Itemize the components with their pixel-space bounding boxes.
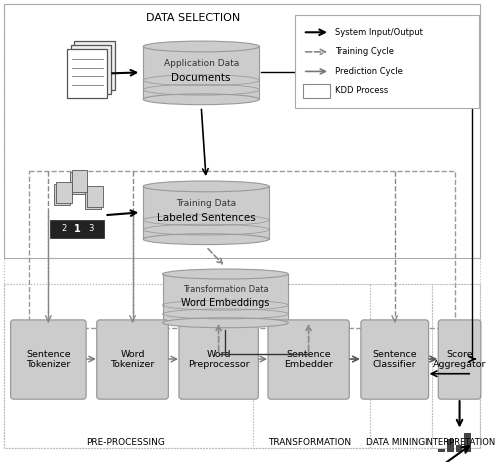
Text: 1: 1	[74, 224, 81, 234]
Text: Training Cycle: Training Cycle	[335, 47, 394, 56]
Text: TRANSFORMATION: TRANSFORMATION	[268, 438, 351, 447]
Text: Word
Tokenizer: Word Tokenizer	[110, 350, 154, 369]
Bar	[4, 284, 480, 448]
Bar	[143, 47, 260, 99]
Ellipse shape	[143, 181, 269, 192]
Bar	[87, 186, 102, 207]
FancyBboxPatch shape	[438, 320, 481, 399]
FancyBboxPatch shape	[10, 320, 86, 399]
Text: Application Data: Application Data	[164, 59, 239, 68]
Text: PRE-PROCESSING: PRE-PROCESSING	[86, 438, 165, 447]
Bar	[303, 84, 330, 98]
Bar	[4, 284, 254, 448]
Bar	[456, 445, 462, 462]
Text: Sentence
Classifier: Sentence Classifier	[372, 350, 417, 369]
Bar	[295, 15, 479, 108]
FancyBboxPatch shape	[97, 320, 168, 399]
Bar	[85, 188, 100, 209]
Bar	[143, 186, 269, 239]
Ellipse shape	[162, 269, 288, 279]
Text: DATA SELECTION: DATA SELECTION	[146, 12, 240, 23]
Bar	[56, 182, 72, 203]
Bar	[162, 274, 288, 323]
Text: Training Data: Training Data	[176, 199, 236, 208]
Bar	[432, 284, 480, 448]
Bar	[72, 170, 87, 192]
Text: Documents: Documents	[172, 73, 231, 83]
Bar	[370, 284, 432, 448]
Ellipse shape	[143, 234, 269, 244]
Bar	[54, 184, 70, 206]
Text: Labeled Sentences: Labeled Sentences	[156, 213, 256, 223]
Text: DATA MINING: DATA MINING	[366, 438, 426, 447]
Bar	[4, 4, 480, 258]
FancyBboxPatch shape	[361, 320, 428, 399]
Ellipse shape	[143, 94, 260, 105]
Text: Sentence
Tokenizer: Sentence Tokenizer	[26, 350, 70, 369]
Bar	[447, 439, 454, 462]
Text: KDD Process: KDD Process	[335, 86, 388, 96]
Ellipse shape	[143, 41, 260, 52]
Bar	[70, 45, 112, 94]
Bar	[67, 49, 108, 98]
Bar	[438, 449, 445, 462]
Bar	[70, 172, 85, 194]
Text: Prediction Cycle: Prediction Cycle	[335, 67, 402, 76]
Text: Sentence
Embedder: Sentence Embedder	[284, 350, 333, 369]
Text: Score
Aggregator: Score Aggregator	[433, 350, 486, 369]
Bar	[464, 433, 471, 462]
FancyBboxPatch shape	[268, 320, 349, 399]
Text: 3: 3	[88, 225, 94, 233]
Bar	[74, 41, 115, 90]
FancyBboxPatch shape	[179, 320, 258, 399]
Bar	[50, 220, 104, 238]
Text: Word
Preprocessor: Word Preprocessor	[188, 350, 250, 369]
Text: INTERPRETATION: INTERPRETATION	[424, 438, 495, 447]
Text: 2: 2	[61, 225, 66, 233]
Ellipse shape	[162, 318, 288, 328]
Text: Transformation Data: Transformation Data	[182, 285, 268, 294]
Bar	[254, 284, 370, 448]
Text: System Input/Output: System Input/Output	[335, 28, 422, 37]
Bar	[29, 171, 454, 328]
Text: Word Embeddings: Word Embeddings	[181, 298, 270, 308]
